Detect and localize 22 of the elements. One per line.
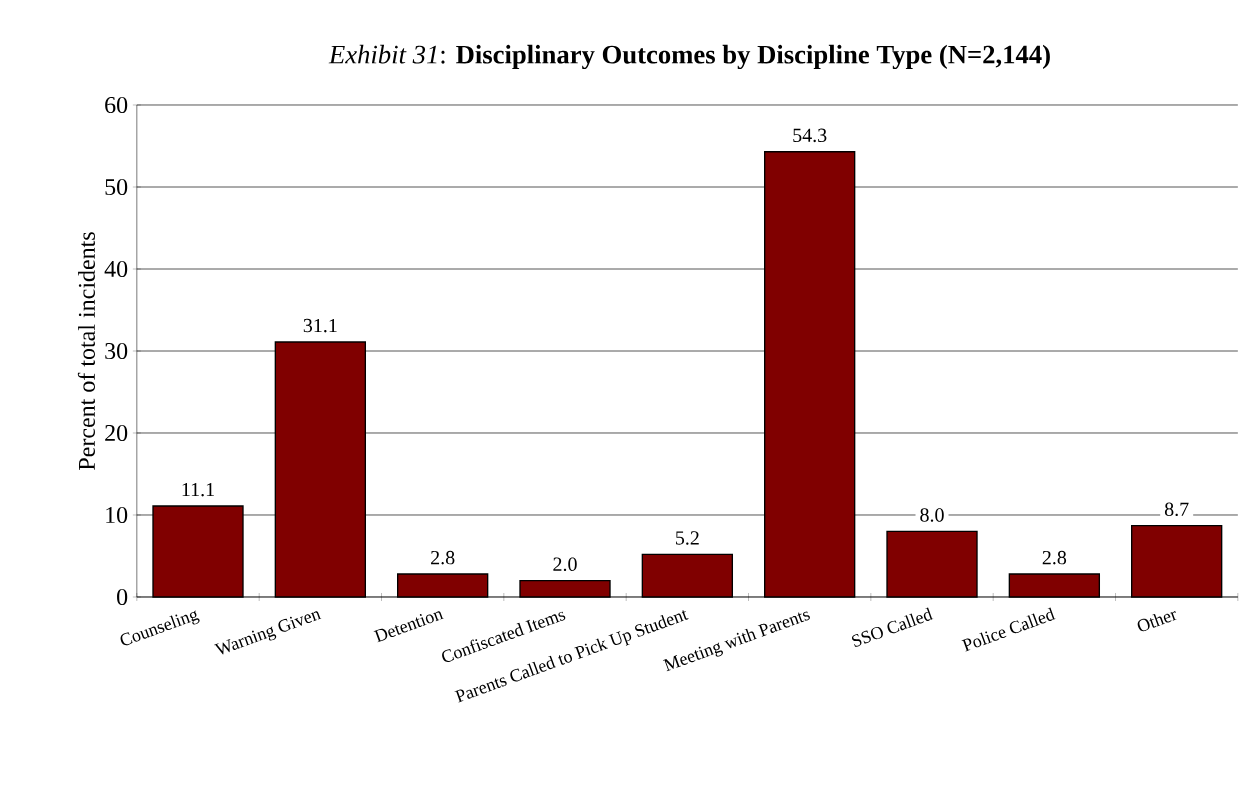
y-tick-label: 40 [104,260,128,278]
data-label: 5.2 [676,531,699,545]
data-label: 2.0 [553,557,577,572]
data-label: 2.8 [431,550,455,565]
x-tick-label: Police Called [961,607,1056,652]
y-tick-label: 20 [105,424,128,442]
y-tick-label: 30 [105,342,128,360]
x-tick-label: Warning Given [214,611,322,655]
x-tick-label: SSO Called [851,607,934,647]
data-label: 31.1 [303,318,337,333]
y-tick-label: 60 [105,96,128,114]
data-label: 54.3 [793,128,827,143]
chart-title: Exhibit 31: Disciplinary Outcomes by Discipline Type (N=2,144) [328,44,1050,70]
data-label: 8.0 [920,508,944,522]
y-tick-label: 0 [117,588,128,606]
data-label: 11.1 [182,482,214,497]
y-tick-label: 10 [106,506,128,524]
x-tick-label: Other [1137,610,1177,632]
data-label: 8.7 [1164,502,1189,517]
y-axis-title: Percent of total incidents [77,232,95,470]
y-tick-label: 50 [105,178,128,196]
data-label: 2.8 [1042,550,1067,565]
